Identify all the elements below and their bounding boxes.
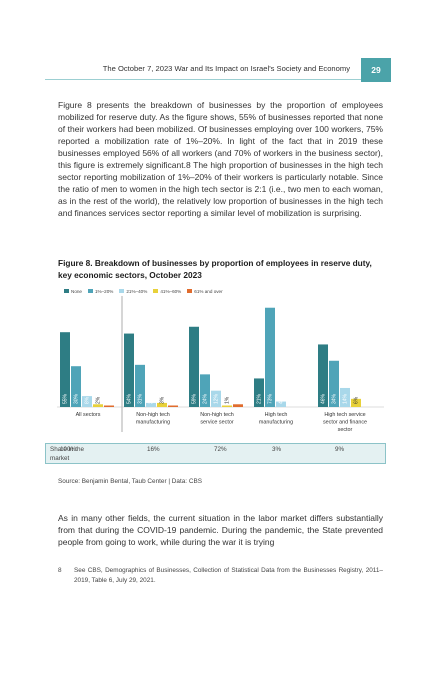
bar-value-label: 2% <box>236 396 242 404</box>
bar-value-label: 1% <box>225 396 231 404</box>
legend-item: 21%–40% <box>119 289 147 294</box>
bar <box>276 401 286 407</box>
legend-label: 41%–60% <box>160 288 182 294</box>
header-rule <box>45 79 361 80</box>
legend-item: 41%–60% <box>153 289 181 294</box>
legend-swatch <box>153 289 159 293</box>
bar <box>93 404 103 407</box>
category-label: Non-high tech <box>136 412 170 418</box>
category-label: Non-high tech <box>200 412 234 418</box>
figure-source: Source: Benjamin Bental, Taub Center | D… <box>58 478 202 485</box>
footnote-text: See CBS, Demographics of Businesses, Col… <box>74 567 383 584</box>
footnote: 8 See CBS, Demographics of Businesses, C… <box>58 566 383 586</box>
bar <box>211 390 221 407</box>
bar-value-label: 55% <box>63 393 69 404</box>
bar-value-label: 21% <box>257 393 263 404</box>
legend-swatch <box>187 289 193 293</box>
bar <box>71 366 81 407</box>
bar <box>168 405 178 407</box>
body-paragraph-2: As in many other fields, the current sit… <box>58 513 383 548</box>
bar <box>146 402 156 407</box>
bar-value-label: 3% <box>149 396 155 404</box>
legend-swatch <box>119 289 125 293</box>
footnote-number: 8 <box>58 567 62 574</box>
bar-value-label: 2% <box>96 396 102 404</box>
category-label: manufacturing <box>259 420 293 426</box>
bar <box>265 307 275 407</box>
figure-title: Figure 8. Breakdown of businesses by pro… <box>58 258 372 280</box>
share-value: 9% <box>335 446 345 453</box>
legend-label: 61% and over <box>194 288 223 294</box>
bar <box>329 360 339 407</box>
legend-label: None <box>71 288 82 294</box>
bar <box>157 402 167 407</box>
legend-label: 21%–40% <box>126 288 148 294</box>
bar <box>222 405 232 407</box>
bar-value-label: 6% <box>354 396 360 404</box>
page-number: 29 <box>361 58 391 82</box>
bar <box>124 333 134 407</box>
share-value: 3% <box>272 446 282 453</box>
legend-item: 1%–20% <box>87 288 114 294</box>
category-label: service sector <box>200 420 233 426</box>
bar-value-label: 73% <box>268 393 274 404</box>
bar-value-label: 1% <box>107 396 113 404</box>
bar <box>318 344 328 407</box>
bar <box>200 374 210 407</box>
bar-value-label: 12% <box>214 393 220 404</box>
bar-value-label: 46% <box>321 393 327 404</box>
bar <box>135 364 145 407</box>
bar-value-label: 3% <box>160 396 166 404</box>
bar-value-label: 4% <box>279 396 285 404</box>
category-label: All sectors <box>76 412 101 418</box>
bar-value-label: 34% <box>332 393 338 404</box>
chart-legend: None 1%–20% 21%–40% 41%–60% 61% and over <box>64 286 223 296</box>
share-value: 16% <box>147 446 160 453</box>
bar <box>340 387 350 407</box>
category-label: manufacturing <box>136 420 170 426</box>
bar-value-label: 30% <box>74 393 80 404</box>
bar <box>351 398 361 407</box>
bar-value-label: 54% <box>127 393 133 404</box>
market-share-row: Share in the market 100% 16% 72% 3% 9% <box>45 443 386 464</box>
bar-value-label: 14% <box>343 393 349 404</box>
share-row-label: Share in the market <box>50 446 84 462</box>
bar-value-label: 31% <box>138 393 144 404</box>
page-header: The October 7, 2023 War and Its Impact o… <box>0 58 440 82</box>
body-paragraph-1: Figure 8 presents the breakdown of busin… <box>58 100 383 219</box>
category-label: High tech service <box>324 412 365 418</box>
category-label: sector and finance <box>323 420 367 426</box>
legend-label: 1%–20% <box>94 288 114 294</box>
running-title: The October 7, 2023 War and Its Impact o… <box>102 64 350 73</box>
bar-value-label: 8% <box>85 396 91 404</box>
bar <box>82 396 92 407</box>
legend-swatch <box>64 289 69 293</box>
bar <box>254 378 264 407</box>
share-value: 72% <box>214 446 227 453</box>
bar <box>189 326 199 407</box>
legend-item: 61% and over <box>187 288 223 294</box>
bar-value-label: 59% <box>192 393 198 404</box>
category-label: sector <box>338 427 353 433</box>
legend-swatch <box>87 289 93 293</box>
bar <box>60 332 70 407</box>
bar <box>233 404 243 407</box>
share-value: 100% <box>60 446 77 453</box>
legend-item: None <box>64 289 82 294</box>
bar-value-label: 1% <box>171 396 177 404</box>
category-label: High tech <box>265 412 288 418</box>
bar <box>104 405 114 407</box>
bar-value-label: 24% <box>203 393 209 404</box>
